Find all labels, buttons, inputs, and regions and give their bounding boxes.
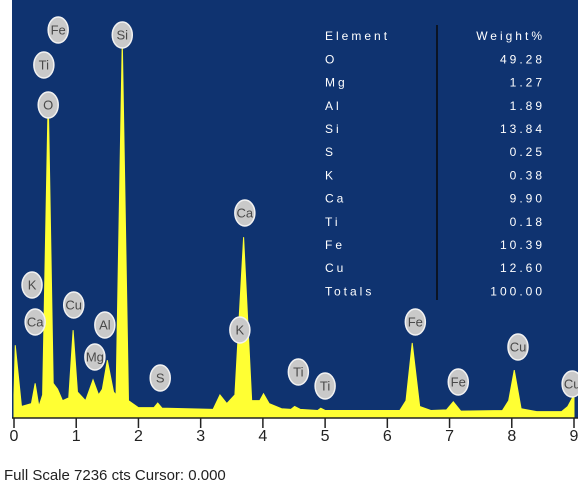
peak-label-text: Ca <box>27 314 44 329</box>
peak-label-badge <box>234 199 256 227</box>
peak-label: Ti <box>314 372 336 400</box>
peak-label-badge <box>507 333 529 361</box>
table-element: Ti <box>325 215 341 229</box>
table-header: Weight% <box>476 29 545 43</box>
table-weight: 100.00 <box>490 284 545 298</box>
peak-label-badge <box>47 16 69 44</box>
x-tick-label: 4 <box>258 428 267 445</box>
peak-label-text: Cu <box>564 376 578 391</box>
peak-label: O <box>37 91 59 119</box>
peak-label: Fe <box>47 16 69 44</box>
peak-label-badge <box>149 364 171 392</box>
peak-label: K <box>229 316 251 344</box>
peak-label-text: Ti <box>320 378 330 393</box>
peak-label-text: Fe <box>408 314 423 329</box>
peak-label-text: Mg <box>86 349 104 364</box>
peak-label-badge <box>21 271 43 299</box>
table-weight: 49.28 <box>500 52 545 66</box>
plot-background <box>12 0 578 418</box>
peak-label: Cu <box>62 291 85 319</box>
peak-label-text: O <box>43 97 53 112</box>
table-element: Al <box>325 99 342 113</box>
spectrum-area <box>13 40 575 418</box>
peak-label-text: Ti <box>293 364 303 379</box>
peak-label-text: Al <box>99 317 111 332</box>
peak-label-badge <box>62 291 85 319</box>
x-tick-label: 2 <box>134 428 143 445</box>
peak-label: Cu <box>561 370 578 398</box>
x-tick-label: 7 <box>445 428 454 445</box>
peak-label-text: Fe <box>451 374 466 389</box>
peak-label-text: K <box>28 277 37 292</box>
peak-label-text: Cu <box>65 297 82 312</box>
peak-label-text: S <box>156 370 165 385</box>
table-weight: 1.27 <box>510 76 545 90</box>
x-tick-label: 8 <box>507 428 516 445</box>
table-weight: 1.89 <box>510 99 545 113</box>
peak-label: Si <box>111 21 134 49</box>
peak-label: S <box>149 364 171 392</box>
peak-label-badge <box>37 91 59 119</box>
table-weight: 0.25 <box>510 145 545 159</box>
peak-label: K <box>21 271 43 299</box>
table-element: Cu <box>325 261 346 275</box>
x-tick-label: 0 <box>10 428 19 445</box>
peak-label-text: Fe <box>51 22 66 37</box>
peak-label-text: K <box>236 322 245 337</box>
table-element: Totals <box>325 284 374 298</box>
footer: Full Scale 7236 cts Cursor: 0.000 <box>4 467 226 484</box>
table-element: S <box>325 145 336 159</box>
peak-label-badge <box>314 372 336 400</box>
x-tick-label: 1 <box>72 428 81 445</box>
peak-label-badge <box>84 343 106 371</box>
peak-label: Mg <box>84 343 106 371</box>
table-weight: 13.84 <box>500 122 545 136</box>
peak-label-badge <box>404 308 427 336</box>
peak-label: Fe <box>447 368 470 396</box>
table-element: Si <box>325 122 342 136</box>
peak-label-badge <box>447 368 470 396</box>
table-element: Fe <box>325 238 345 252</box>
peak-label-badge <box>561 370 578 398</box>
peak-label-text: Ti <box>39 57 49 72</box>
table-header: Element <box>325 29 390 43</box>
table-element: Ca <box>325 192 346 206</box>
peak-label-badge <box>24 308 46 336</box>
peak-label-badge <box>33 51 55 79</box>
peak-label: Fe <box>404 308 427 336</box>
peak-label-badge <box>229 316 251 344</box>
x-tick-label: 6 <box>383 428 392 445</box>
table-weight: 12.60 <box>500 261 545 275</box>
peak-label: Ca <box>234 199 256 227</box>
table-weight: 10.39 <box>500 238 545 252</box>
table-element: Mg <box>325 76 348 90</box>
x-tick-label: 9 <box>570 428 578 445</box>
table-element: O <box>325 52 337 66</box>
peak-label: Al <box>94 311 116 339</box>
peak-label-badge <box>94 311 116 339</box>
peak-label: Ti <box>33 51 55 79</box>
peak-label-badge <box>287 358 310 386</box>
peak-label-text: Si <box>116 27 128 42</box>
peak-label-badge <box>111 21 134 49</box>
peak-label: Ca <box>24 308 46 336</box>
table-element: K <box>325 168 336 182</box>
peak-label: Cu <box>507 333 529 361</box>
x-tick-label: 3 <box>196 428 205 445</box>
table-weight: 0.18 <box>510 215 545 229</box>
peak-label-text: Ca <box>237 205 254 220</box>
x-axis-ticks: 0 1 2 3 4 5 6 7 8 9 <box>10 418 578 445</box>
peak-label: Ti <box>287 358 310 386</box>
x-tick-label: 5 <box>321 428 330 445</box>
table-weight: 0.38 <box>510 168 545 182</box>
peak-label-text: Cu <box>510 339 527 354</box>
table-weight: 9.90 <box>510 192 545 206</box>
